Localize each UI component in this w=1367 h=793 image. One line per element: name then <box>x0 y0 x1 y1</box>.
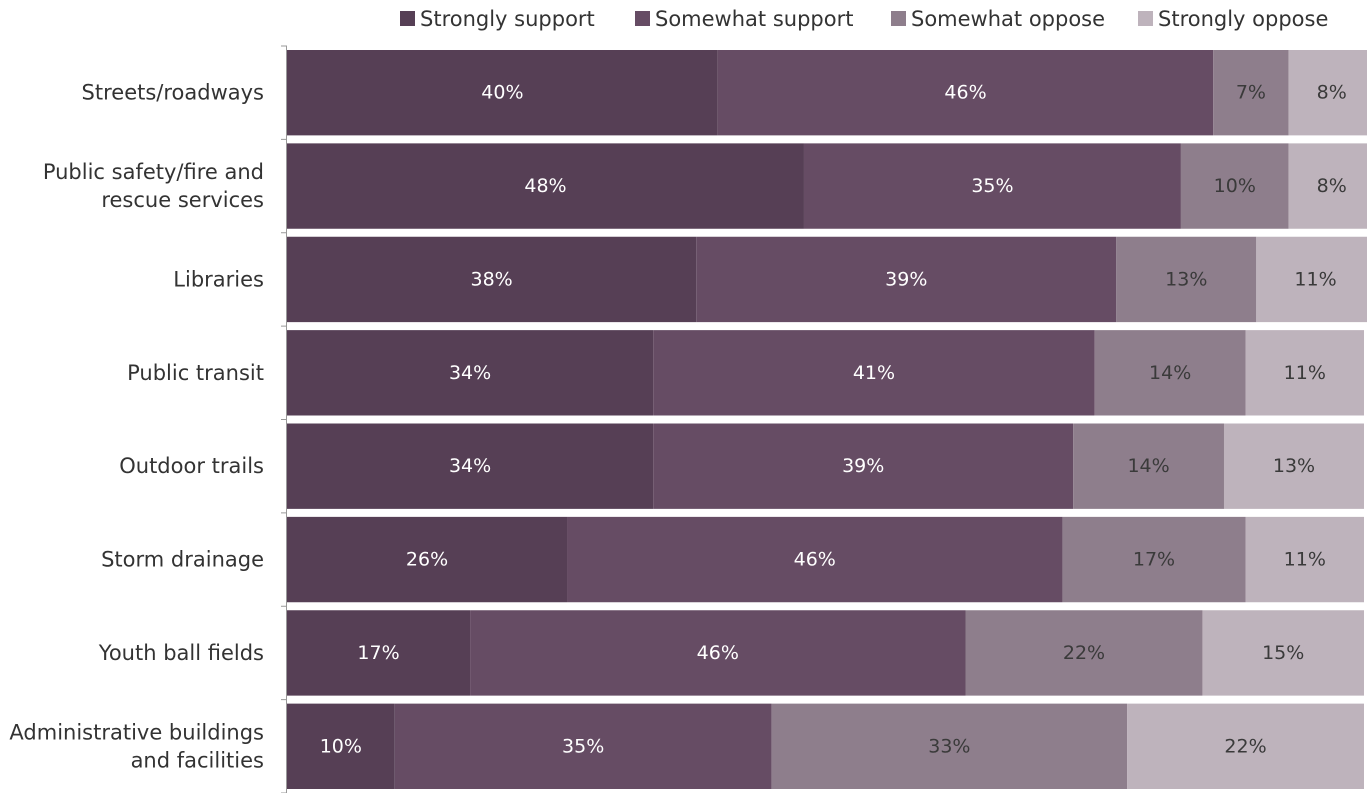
bar-segment <box>696 236 1117 323</box>
data-label: 33% <box>928 735 970 757</box>
data-label: 8% <box>1317 82 1347 104</box>
bar-segment <box>653 423 1074 509</box>
legend-label: Somewhat oppose <box>911 7 1105 31</box>
data-label: 17% <box>1133 549 1175 571</box>
y-axis-ticks <box>281 45 287 793</box>
data-label: 34% <box>449 455 491 477</box>
bar-segment <box>567 516 1063 603</box>
category-labels: Streets/roadways Public safety/fire and re… <box>9 81 264 773</box>
data-label: 38% <box>471 268 513 290</box>
data-label: 22% <box>1224 735 1266 757</box>
category-label: Streets/roadways <box>82 81 264 105</box>
category-label: Libraries <box>173 267 264 291</box>
bar-segment <box>803 143 1181 229</box>
data-label: 22% <box>1063 642 1105 664</box>
bar-segment <box>1202 610 1364 696</box>
legend-swatch <box>1138 11 1153 26</box>
data-label: 10% <box>1214 175 1256 197</box>
bar-segment <box>287 703 395 789</box>
bar-segment <box>1116 236 1257 323</box>
data-label: 14% <box>1127 455 1169 477</box>
category-label: Public transit <box>127 361 264 385</box>
bar-segment <box>287 50 718 136</box>
bar-segment <box>1288 143 1367 229</box>
data-label: 46% <box>794 549 836 571</box>
category-label: Youth ball fields <box>98 641 264 665</box>
bar-segment <box>287 516 568 603</box>
bar-segment <box>653 330 1095 416</box>
bar-segment <box>1094 330 1246 416</box>
data-label: 39% <box>842 455 884 477</box>
bar-segment <box>1245 330 1364 416</box>
bars: 40% 46% 7% 8% 48% 35% 10% 8% 38% 39% 13% 11% 34% 41% 1… <box>287 50 1367 789</box>
data-label: 40% <box>481 82 523 104</box>
legend-label: Somewhat support <box>655 7 853 31</box>
bar-segment <box>1223 423 1364 509</box>
bar-segment <box>1256 236 1367 323</box>
data-label: 34% <box>449 362 491 384</box>
legend-swatch <box>635 11 650 26</box>
data-label: 41% <box>853 362 895 384</box>
bar-segment <box>470 610 966 696</box>
bar-segment <box>965 610 1203 696</box>
data-label: 11% <box>1284 549 1326 571</box>
data-label: 26% <box>406 549 448 571</box>
data-label: 35% <box>562 735 604 757</box>
legend-swatch <box>891 11 906 26</box>
data-label: 10% <box>320 735 362 757</box>
category-label: Outdoor trails <box>119 454 264 478</box>
data-label: 15% <box>1262 642 1304 664</box>
bar-segment <box>1062 516 1246 603</box>
data-label: 13% <box>1165 268 1207 290</box>
category-label: Public safety/fire and <box>43 160 264 184</box>
bar-segment <box>1288 50 1367 136</box>
data-label: 11% <box>1294 268 1336 290</box>
bar-segment <box>771 703 1128 789</box>
data-label: 17% <box>357 642 399 664</box>
data-label: 39% <box>885 268 927 290</box>
bar-segment <box>287 610 471 696</box>
data-label: 46% <box>944 82 986 104</box>
data-label: 13% <box>1273 455 1315 477</box>
bar-segment <box>287 143 804 229</box>
bar-segment <box>1180 143 1289 229</box>
bar-segment <box>287 423 654 509</box>
category-label: and facilities <box>131 748 264 772</box>
data-label: 8% <box>1317 175 1347 197</box>
data-label: 7% <box>1236 82 1266 104</box>
bar-segment <box>1073 423 1224 509</box>
bar-segment <box>1127 703 1364 789</box>
bar-segment <box>287 330 654 416</box>
bar-segment <box>394 703 772 789</box>
bar-segment <box>1213 50 1289 136</box>
bar-segment <box>287 236 697 323</box>
data-label: 46% <box>697 642 739 664</box>
legend: Strongly support Somewhat support Somewhat… <box>400 7 1328 31</box>
category-label: rescue services <box>101 188 264 212</box>
bar-segment <box>717 50 1214 136</box>
legend-label: Strongly support <box>420 7 595 31</box>
data-label: 35% <box>971 175 1013 197</box>
legend-label: Strongly oppose <box>1158 7 1328 31</box>
bar-segment <box>1245 516 1364 603</box>
data-label: 11% <box>1284 362 1326 384</box>
data-label: 48% <box>524 175 566 197</box>
category-label: Administrative buildings <box>9 720 264 744</box>
data-label: 14% <box>1149 362 1191 384</box>
legend-swatch <box>400 11 415 26</box>
category-label: Storm drainage <box>101 548 264 572</box>
